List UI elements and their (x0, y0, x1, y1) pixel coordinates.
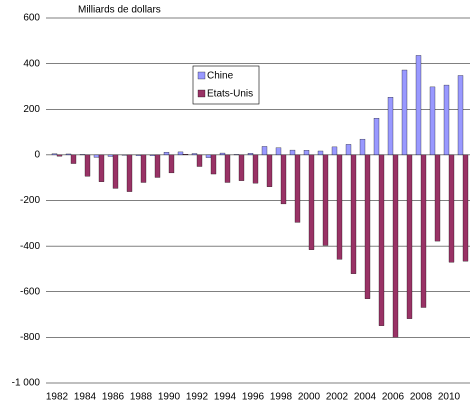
x-tick-label: 1984 (74, 392, 97, 403)
bar (70, 154, 77, 164)
bar (191, 153, 198, 156)
bar (462, 154, 469, 262)
bar (261, 146, 268, 156)
x-tick-label: 2010 (438, 392, 461, 403)
bar (266, 154, 273, 187)
bar (126, 154, 133, 192)
x-tick-label: 1994 (214, 392, 237, 403)
x-tick-label: 1998 (270, 392, 293, 403)
bar (79, 154, 86, 156)
bar (434, 154, 441, 242)
x-tick-label: 2000 (298, 392, 321, 403)
bar (280, 154, 287, 205)
x-tick-label: 2006 (382, 392, 405, 403)
bar (359, 138, 366, 156)
bar (168, 154, 175, 174)
bar (154, 154, 161, 178)
bar (219, 152, 226, 156)
bar (196, 154, 203, 167)
legend-label: Chine (207, 71, 234, 82)
bar (177, 151, 184, 156)
x-tick-label: 1986 (102, 392, 125, 403)
legend-label: Etats-Unis (207, 89, 253, 100)
bar (322, 154, 329, 246)
bar (378, 154, 385, 326)
bar (247, 153, 254, 156)
bar (140, 154, 147, 183)
bar (205, 154, 212, 158)
bar (415, 55, 422, 156)
bar (387, 97, 394, 156)
bar (350, 154, 357, 274)
bar (373, 117, 380, 156)
x-tick-label: 2008 (410, 392, 433, 403)
y-tick-label: 200 (23, 104, 40, 115)
bar (65, 153, 72, 156)
bar (163, 151, 170, 156)
bar (121, 154, 128, 156)
bar (135, 154, 142, 156)
bar (238, 154, 245, 181)
bar (149, 154, 156, 156)
bar (84, 154, 91, 177)
y-tick-label: 400 (23, 58, 40, 69)
bar (289, 149, 296, 156)
bar (406, 154, 413, 319)
legend-swatch (197, 71, 206, 80)
y-tick-label: -1 000 (12, 378, 41, 389)
x-tick-label: 1988 (130, 392, 153, 403)
bar (303, 150, 310, 156)
y-tick-label: -200 (20, 195, 40, 206)
bar (457, 75, 464, 156)
y-tick-label: 0 (34, 150, 40, 161)
bar (112, 154, 119, 189)
bar (252, 154, 259, 184)
bar (98, 154, 105, 182)
bar (224, 154, 231, 183)
bar (56, 154, 63, 157)
bar (182, 154, 189, 156)
bar (294, 154, 301, 223)
bar (233, 154, 240, 156)
bar (107, 154, 114, 157)
x-tick-label: 1992 (186, 392, 209, 403)
bar (429, 86, 436, 156)
y-tick-label: -400 (20, 241, 40, 252)
x-tick-label: 1996 (242, 392, 265, 403)
x-tick-label: 1982 (46, 392, 69, 403)
bar (317, 150, 324, 156)
y-tick-label: 600 (23, 13, 40, 24)
bar (448, 154, 455, 263)
legend-swatch (197, 89, 206, 98)
bar (51, 153, 58, 156)
x-tick-label: 2002 (326, 392, 349, 403)
y-tick-label: -600 (20, 286, 40, 297)
bar (364, 154, 371, 299)
bar (345, 144, 352, 156)
bar (331, 146, 338, 156)
bar (392, 154, 399, 338)
chart-title: Milliards de dollars (78, 5, 161, 16)
bar (420, 154, 427, 308)
bar (308, 154, 315, 250)
x-tick-label: 1990 (158, 392, 181, 403)
bar (336, 154, 343, 260)
x-tick-label: 2004 (354, 392, 377, 403)
y-tick-label: -800 (20, 332, 40, 343)
bar (401, 69, 408, 156)
bar (443, 84, 450, 156)
bar (275, 147, 282, 156)
bar (210, 154, 217, 175)
bar (93, 154, 100, 158)
